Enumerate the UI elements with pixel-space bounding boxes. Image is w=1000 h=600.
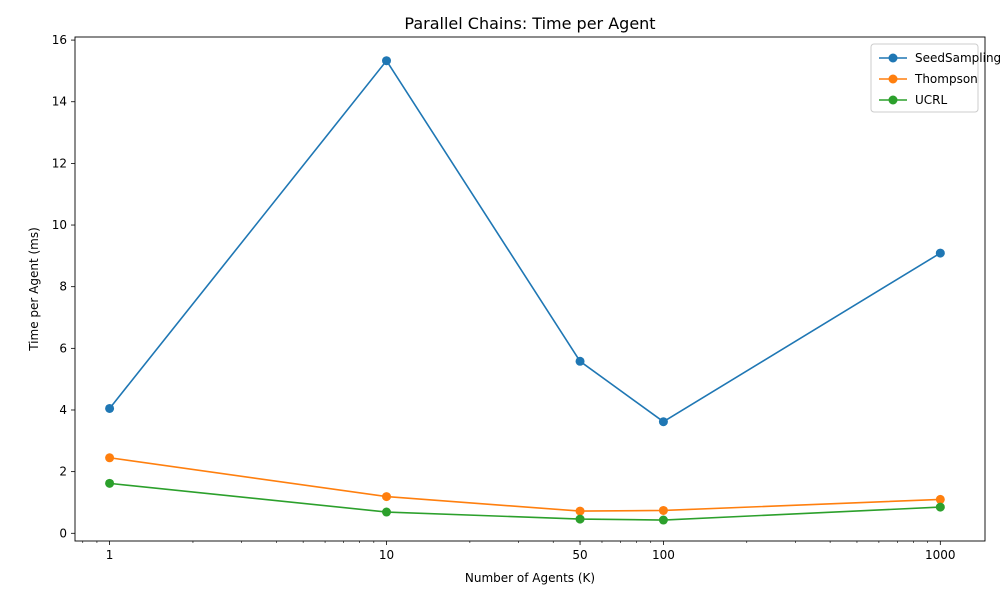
y-tick-label: 2 — [59, 465, 67, 479]
x-axis: 1 10 50 100 1000 — [82, 541, 956, 562]
series-line-thompson — [109, 456, 941, 512]
legend: SeedSampling Thompson UCRL — [870, 43, 1000, 113]
y-tick-label: 8 — [59, 280, 67, 294]
legend-swatch-marker — [888, 74, 898, 84]
x-tick-label: 100 — [652, 548, 675, 562]
y-tick-label: 14 — [52, 95, 67, 109]
y-axis-label: Time per Agent (ms) — [27, 227, 41, 352]
data-point-thompson — [658, 505, 668, 515]
data-point-ucrl — [658, 515, 668, 525]
series-seedsampling — [105, 56, 945, 427]
chart-title: Parallel Chains: Time per Agent — [404, 14, 655, 33]
legend-swatch-marker — [888, 95, 898, 105]
y-tick-label: 12 — [52, 156, 67, 170]
legend-item-seedsampling: SeedSampling — [879, 51, 1000, 65]
data-point-thompson — [575, 506, 585, 516]
data-point-seedsampling — [105, 403, 115, 413]
data-point-ucrl — [382, 507, 392, 517]
legend-label: Thompson — [914, 72, 978, 86]
data-point-thompson — [935, 494, 945, 504]
data-point-ucrl — [575, 514, 585, 524]
x-tick-label: 1 — [106, 548, 114, 562]
data-point-seedsampling — [382, 56, 392, 66]
legend-box — [870, 43, 979, 113]
legend-item-ucrl: UCRL — [879, 93, 948, 107]
y-tick-label: 0 — [59, 526, 67, 540]
data-point-thompson — [382, 492, 392, 502]
plot-frame — [74, 36, 986, 542]
data-point-seedsampling — [575, 356, 585, 366]
data-point-thompson — [105, 453, 115, 463]
series-thompson — [105, 453, 945, 516]
data-point-seedsampling — [935, 248, 945, 258]
series-line-ucrl — [109, 482, 941, 521]
y-tick-label: 6 — [59, 341, 67, 355]
series-line-seedsampling — [108, 59, 941, 423]
y-tick-label: 4 — [59, 403, 67, 417]
y-tick-label: 16 — [52, 33, 67, 47]
plot-area — [105, 56, 945, 525]
legend-swatch-marker — [888, 53, 898, 63]
x-tick-label: 50 — [572, 548, 587, 562]
x-axis-label: Number of Agents (K) — [465, 571, 595, 585]
x-tick-label: 1000 — [925, 548, 956, 562]
legend-label: SeedSampling — [915, 51, 1000, 65]
y-tick-label: 10 — [52, 218, 67, 232]
data-point-ucrl — [105, 478, 115, 488]
series-ucrl — [105, 478, 945, 525]
y-axis: 0 2 4 6 8 10 12 14 16 — [52, 33, 75, 540]
legend-item-thompson: Thompson — [879, 72, 978, 86]
x-tick-label: 10 — [379, 548, 394, 562]
legend-label: UCRL — [915, 93, 948, 107]
data-point-ucrl — [935, 502, 945, 512]
data-point-seedsampling — [658, 417, 668, 427]
